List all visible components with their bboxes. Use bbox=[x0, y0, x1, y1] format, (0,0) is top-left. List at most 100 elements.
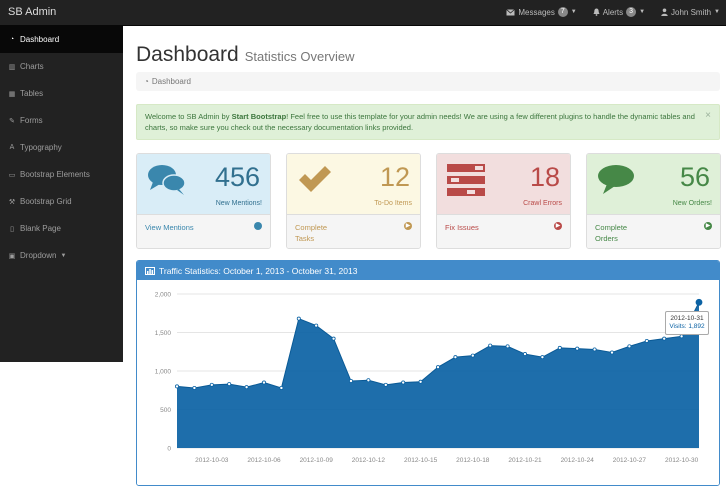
fix-issues-link[interactable]: Fix Issues ▶ bbox=[437, 214, 570, 248]
sidebar-item-dropdown[interactable]: ▣ Dropdown ▼ bbox=[0, 242, 123, 269]
sidebar-item-bootstrap-grid[interactable]: ⚒ Bootstrap Grid bbox=[0, 188, 123, 215]
errors-panel: 18 Crawl Errors Fix Issues ▶ bbox=[436, 153, 571, 249]
alert-prefix: Welcome to SB Admin by bbox=[145, 112, 232, 121]
sidebar-item-forms[interactable]: ✎ Forms bbox=[0, 107, 123, 134]
chart-tooltip: 2012-10-31 Visits: 1,892 bbox=[665, 311, 709, 335]
panel-heading: 12 To-Do Items bbox=[287, 154, 420, 214]
data-point bbox=[627, 344, 632, 349]
brand-link[interactable]: SB Admin bbox=[8, 6, 57, 18]
user-icon bbox=[661, 8, 668, 16]
page-title: Dashboard bbox=[136, 43, 239, 66]
breadcrumb: ◔ Dashboard bbox=[136, 72, 720, 91]
view-mentions-link[interactable]: View Mentions ▶ bbox=[137, 214, 270, 248]
check-icon bbox=[299, 166, 331, 192]
sidebar-item-typography[interactable]: A Typography bbox=[0, 134, 123, 161]
arrow-circle-right-icon: ▶ bbox=[254, 222, 262, 230]
mentions-panel: 456 New Mentions! View Mentions ▶ bbox=[136, 153, 271, 249]
sidebar-item-label: Bootstrap Grid bbox=[20, 197, 72, 206]
sidebar-item-label: Forms bbox=[20, 116, 43, 125]
panel-heading: 56 New Orders! bbox=[587, 154, 720, 214]
caret-down-icon: ▼ bbox=[60, 252, 67, 259]
dashboard-icon: ◔ bbox=[144, 77, 149, 86]
orders-count: 56 bbox=[679, 162, 710, 192]
navbar-right: Messages 7 ▼ Alerts 3 ▼ John Smith ▼ bbox=[506, 7, 720, 17]
sidebar-item-charts[interactable]: ▥ Charts bbox=[0, 53, 123, 80]
panel-footer-label: Complete Orders bbox=[595, 223, 628, 243]
data-point bbox=[540, 355, 545, 360]
font-icon: A bbox=[9, 144, 15, 151]
messages-badge: 7 bbox=[557, 7, 568, 17]
data-point bbox=[331, 336, 336, 341]
sidebar-item-label: Bootstrap Elements bbox=[20, 170, 90, 179]
data-point bbox=[401, 380, 406, 385]
panel-footer-label: Complete Tasks bbox=[295, 223, 328, 243]
sidebar-item-label: Tables bbox=[20, 89, 44, 98]
complete-orders-link[interactable]: Complete Orders ▶ bbox=[587, 214, 720, 248]
x-tick-label: 2012-10-06 bbox=[247, 457, 281, 464]
sidebar-item-label: Charts bbox=[20, 62, 44, 71]
data-point bbox=[262, 380, 267, 385]
user-dropdown[interactable]: John Smith ▼ bbox=[661, 8, 720, 17]
data-point bbox=[348, 379, 353, 384]
data-point bbox=[314, 323, 319, 328]
data-point bbox=[522, 352, 527, 357]
breadcrumb-item[interactable]: Dashboard bbox=[151, 77, 191, 86]
data-point bbox=[244, 385, 249, 390]
sidebar-item-blank-page[interactable]: ▯ Blank Page bbox=[0, 215, 123, 242]
desktop-icon: ▭ bbox=[8, 171, 16, 179]
alerts-dropdown[interactable]: Alerts 3 ▼ bbox=[593, 7, 645, 17]
y-tick-label: 2,000 bbox=[155, 292, 172, 299]
data-point bbox=[435, 365, 440, 370]
arrow-circle-right-icon: ▶ bbox=[404, 222, 412, 230]
y-tick-label: 500 bbox=[160, 407, 171, 414]
alert-text: ! Feel free to use this template for you… bbox=[145, 112, 695, 132]
traffic-area-chart: 0 500 1,000 1,500 2,000 2012-10-03 2012-10-06 2… bbox=[155, 292, 703, 464]
page-subtitle: Statistics Overview bbox=[244, 49, 355, 64]
data-point bbox=[679, 334, 684, 339]
todo-count: 12 bbox=[379, 162, 410, 192]
complete-tasks-link[interactable]: Complete Tasks ▶ bbox=[287, 214, 420, 248]
sidebar: ◔ Dashboard ▥ Charts ▦ Tables ✎ Forms A … bbox=[0, 26, 123, 362]
orders-label: New Orders! bbox=[672, 200, 712, 207]
messages-dropdown[interactable]: Messages 7 ▼ bbox=[506, 7, 577, 17]
wrench-icon: ⚒ bbox=[8, 198, 16, 206]
caret-down-icon: ▼ bbox=[570, 9, 577, 15]
alerts-label: Alerts bbox=[602, 7, 624, 17]
dashboard-icon: ◔ bbox=[9, 36, 15, 43]
sidebar-item-tables[interactable]: ▦ Tables bbox=[0, 80, 123, 107]
tooltip-value: Visits: 1,892 bbox=[669, 323, 705, 330]
mentions-label: New Mentions! bbox=[215, 200, 262, 207]
comment-icon bbox=[598, 165, 634, 194]
data-point bbox=[695, 298, 703, 306]
errors-count: 18 bbox=[529, 162, 560, 192]
x-tick-label: 2012-10-12 bbox=[352, 457, 386, 464]
sidebar-item-label: Dashboard bbox=[20, 35, 60, 44]
x-tick-label: 2012-10-24 bbox=[561, 457, 595, 464]
alert-link[interactable]: Start Bootstrap bbox=[231, 112, 287, 121]
data-point bbox=[227, 382, 232, 387]
traffic-panel: Traffic Statistics: October 1, 2013 - Oc… bbox=[136, 260, 720, 486]
data-point bbox=[383, 382, 388, 387]
series-area-visits bbox=[177, 302, 699, 448]
traffic-title: Traffic Statistics: October 1, 2013 - Oc… bbox=[159, 265, 358, 276]
todo-panel: 12 To-Do Items Complete Tasks ▶ bbox=[286, 153, 421, 249]
top-navbar: SB Admin Messages 7 ▼ Alerts 3 ▼ John Sm… bbox=[0, 0, 726, 26]
data-point bbox=[505, 344, 510, 349]
data-point bbox=[575, 346, 580, 351]
sidebar-item-label: Dropdown bbox=[20, 251, 57, 260]
bar-chart-icon bbox=[145, 266, 155, 275]
sidebar-item-dashboard[interactable]: ◔ Dashboard bbox=[0, 26, 123, 53]
data-point bbox=[609, 350, 614, 355]
close-icon[interactable]: × bbox=[705, 110, 711, 121]
data-point bbox=[192, 385, 197, 390]
sidebar-item-label: Blank Page bbox=[20, 224, 61, 233]
x-tick-label: 2012-10-18 bbox=[456, 457, 490, 464]
data-point bbox=[592, 347, 597, 352]
sidebar-item-bootstrap-elements[interactable]: ▭ Bootstrap Elements bbox=[0, 161, 123, 188]
x-tick-label: 2012-10-03 bbox=[195, 457, 229, 464]
errors-label: Crawl Errors bbox=[523, 200, 562, 207]
messages-label: Messages bbox=[518, 7, 555, 17]
data-point bbox=[418, 379, 423, 384]
panel-heading: 18 Crawl Errors bbox=[437, 154, 570, 214]
data-point bbox=[662, 336, 667, 341]
